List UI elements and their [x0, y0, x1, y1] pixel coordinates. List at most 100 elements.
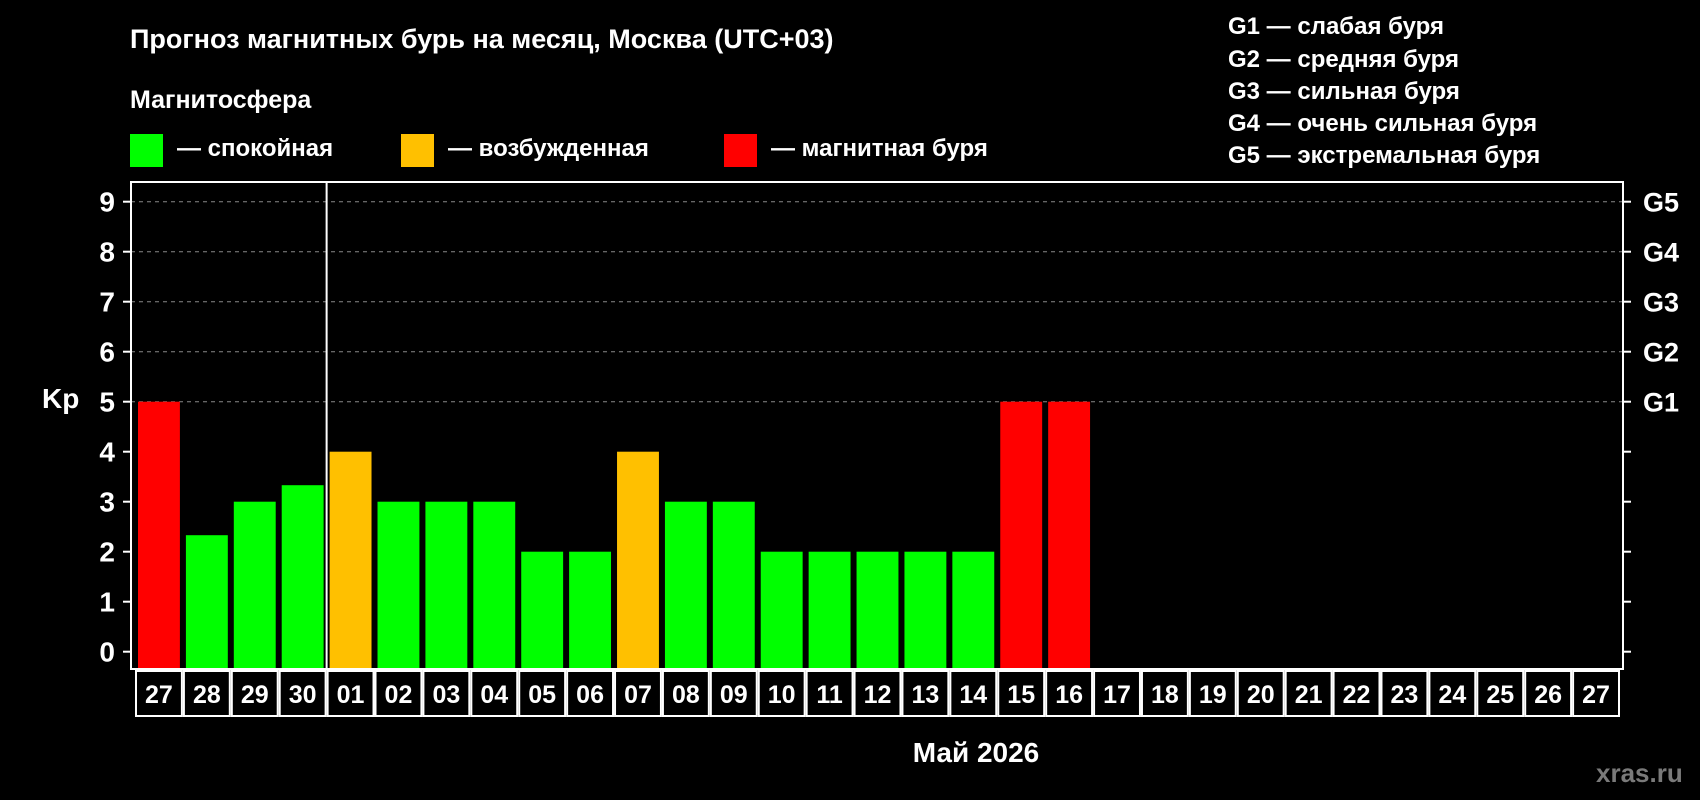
x-cell: [1428, 670, 1477, 717]
x-cell: [805, 670, 854, 717]
x-cell: [1093, 670, 1141, 717]
legend-heading: Магнитосфера: [130, 86, 312, 114]
x-tick-label: 17: [1103, 681, 1131, 709]
right-axis-label: G1: [1643, 388, 1679, 418]
bar-05: [521, 551, 564, 668]
bar-01: [329, 451, 372, 668]
x-tick-label: 27: [1582, 681, 1610, 709]
y-tick-label: 2: [99, 537, 115, 568]
x-tick-label: 13: [911, 681, 939, 709]
x-tick-label: 07: [624, 681, 652, 709]
bar-06: [569, 551, 612, 668]
legend-label-storm: — магнитная буря: [771, 135, 988, 162]
y-axis-label: Kp: [42, 383, 80, 414]
legend-label-quiet: — спокойная: [177, 135, 334, 162]
x-tick-label: 03: [432, 681, 460, 709]
g-scale-g3: G3 — сильная буря: [1228, 78, 1460, 105]
x-cell: [757, 670, 806, 717]
x-tick-label: 18: [1151, 681, 1179, 709]
x-cell: [470, 670, 519, 717]
y-tick-label: 3: [99, 487, 115, 518]
x-cell: [1476, 670, 1525, 717]
x-cell: [135, 670, 183, 717]
x-tick-label: 04: [480, 681, 508, 709]
x-cell: [278, 670, 327, 717]
x-tick-label: 23: [1391, 681, 1419, 709]
bar-14: [952, 551, 995, 668]
y-tick-label: 8: [99, 237, 115, 268]
y-tick-label: 6: [99, 337, 115, 368]
x-tick-label: 28: [193, 681, 221, 709]
x-cell: [1380, 670, 1429, 717]
bar-11: [808, 551, 851, 668]
x-cell: [997, 670, 1046, 717]
x-cell: [326, 670, 375, 717]
x-tick-label: 06: [576, 681, 604, 709]
legend-label-active: — возбужденная: [448, 135, 649, 162]
x-tick-label: 25: [1486, 681, 1514, 709]
bar-08: [664, 501, 707, 668]
g-scale-g4: G4 — очень сильная буря: [1228, 110, 1538, 137]
x-tick-label: 19: [1199, 681, 1227, 709]
right-axis-label: G5: [1643, 188, 1679, 218]
chart-title: Прогноз магнитных бурь на месяц, Москва …: [130, 24, 834, 54]
x-tick-label: 21: [1295, 681, 1323, 709]
x-cell: [614, 670, 662, 717]
x-tick-label: 20: [1247, 681, 1275, 709]
x-tick-label: 24: [1438, 681, 1466, 709]
y-tick-label: 7: [99, 287, 115, 318]
watermark: xras.ru: [1596, 758, 1683, 788]
y-tick-label: 1: [99, 587, 115, 618]
bar-30: [281, 485, 324, 668]
x-cell: [230, 670, 279, 717]
bar-02: [377, 501, 420, 668]
bar-13: [904, 551, 947, 668]
bar-28: [185, 535, 228, 668]
x-cell: [1236, 670, 1285, 717]
bar-10: [760, 551, 803, 668]
x-cell: [422, 670, 471, 717]
x-tick-label: 11: [816, 681, 843, 709]
legend-swatch-storm: [724, 134, 757, 167]
x-tick-label: 15: [1007, 681, 1035, 709]
x-cell: [182, 670, 231, 717]
legend-swatch-quiet: [130, 134, 163, 167]
right-axis-label: G3: [1643, 288, 1679, 318]
bar-07: [617, 451, 659, 668]
bar-09: [712, 501, 755, 668]
g-scale-g5: G5 — экстремальная буря: [1228, 142, 1541, 169]
g-scale-g2: G2 — средняя буря: [1228, 46, 1459, 73]
y-tick-label: 4: [99, 437, 115, 468]
x-tick-label: 29: [241, 681, 269, 709]
x-tick-label: 14: [959, 681, 987, 709]
x-tick-label: 09: [720, 681, 748, 709]
x-cell: [853, 670, 902, 717]
bar-29: [233, 501, 276, 668]
x-cell: [1524, 670, 1573, 717]
right-axis-label: G2: [1643, 338, 1679, 368]
x-tick-label: 16: [1055, 681, 1083, 709]
x-cell: [374, 670, 423, 717]
x-cell: [1284, 670, 1333, 717]
bar-12: [856, 551, 899, 668]
x-tick-label: 12: [864, 681, 892, 709]
x-cell: [661, 670, 710, 717]
x-cell: [709, 670, 758, 717]
legend-swatch-active: [401, 134, 434, 167]
x-tick-label: 10: [768, 681, 796, 709]
bar-03: [425, 501, 468, 668]
right-axis-label: G4: [1643, 238, 1679, 268]
bar-16: [1048, 401, 1091, 668]
x-cell: [901, 670, 950, 717]
bar-04: [473, 501, 516, 668]
plot-frame: [130, 181, 1624, 670]
x-cell: [518, 670, 567, 717]
g-scale-g1: G1 — слабая буря: [1228, 13, 1445, 40]
x-tick-label: 27: [145, 681, 173, 709]
y-tick-label: 9: [99, 187, 115, 218]
x-axis-label: Май 2026: [912, 737, 1040, 768]
x-tick-label: 26: [1534, 681, 1562, 709]
x-tick-label: 05: [528, 681, 556, 709]
x-cell: [1140, 670, 1189, 717]
